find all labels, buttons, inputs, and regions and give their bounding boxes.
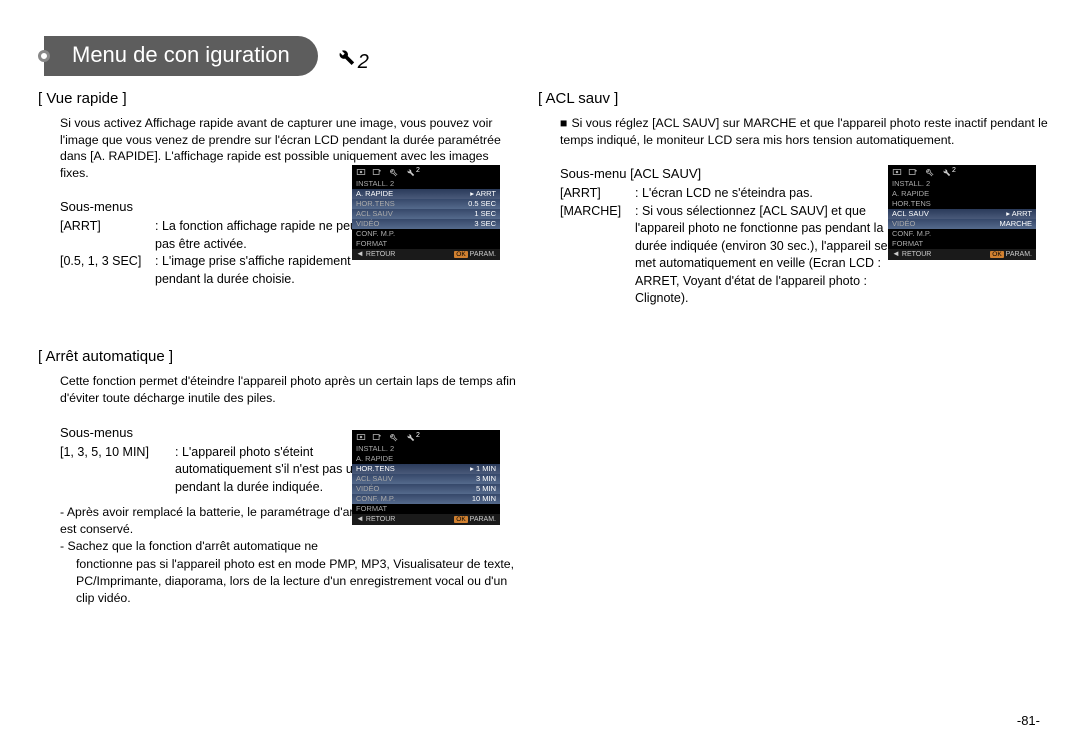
camera-screen-2: 2INSTALL. 2A. RAPIDEHOR.TENS▸ 1 MINACL S… [352, 430, 500, 525]
def-term: [ARRT] [560, 185, 635, 203]
page-title: Menu de con iguration [44, 36, 318, 76]
def-desc: : L'appareil photo s'éteint automatiquem… [175, 444, 380, 497]
def-row: [ARRT] : La fonction affichage rapide ne… [60, 218, 380, 253]
camera-screen-3: 2INSTALL. 2A. RAPIDEHOR.TENSACL SAUV▸ AR… [888, 165, 1036, 260]
title-subscript: 2 [358, 51, 369, 74]
def-desc: : L'image prise s'affiche rapidement pen… [155, 253, 380, 288]
acl-sauv-title: [ ACL sauv ] [538, 90, 1048, 107]
acl-sauv-desc: ■Si vous réglez [ACL SAUV] sur MARCHE et… [560, 115, 1048, 148]
def-row: [MARCHE] : Si vous sélectionnez [ACL SAU… [560, 203, 890, 308]
note-text: fonctionne pas si l'appareil photo est e… [76, 556, 518, 608]
def-term: [ARRT] [60, 218, 155, 253]
bullet-icon: ■ [560, 116, 567, 130]
note1: - Après avoir remplacé la batterie, le p… [60, 505, 368, 536]
def-desc: : L'écran LCD ne s'éteindra pas. [635, 185, 890, 203]
camera-screen-1: 2INSTALL. 2A. RAPIDE▸ ARRTHOR.TENS0.5 SE… [352, 165, 500, 260]
def-row: [ARRT] : L'écran LCD ne s'éteindra pas. [560, 185, 890, 203]
title-bar: Menu de con iguration 2 [38, 35, 369, 77]
def-row: [1, 3, 5, 10 MIN] : L'appareil photo s'é… [60, 444, 380, 497]
def-term: [0.5, 1, 3 SEC] [60, 253, 155, 288]
note2b: fonctionne pas si l'appareil photo est e… [76, 557, 514, 605]
def-desc: : Si vous sélectionnez [ACL SAUV] et que… [635, 203, 890, 308]
note-text: - Sachez que la fonction d'arrêt automat… [60, 538, 518, 555]
def-term: [1, 3, 5, 10 MIN] [60, 444, 175, 497]
note2a: - Sachez que la fonction d'arrêt automat… [60, 539, 318, 553]
wrench-icon: 2 [334, 45, 369, 68]
page-number: -81- [1017, 713, 1040, 728]
def-desc: : La fonction affichage rapide ne peut p… [155, 218, 380, 253]
vue-rapide-title: [ Vue rapide ] [38, 90, 518, 107]
note-text: - Après avoir remplacé la batterie, le p… [60, 504, 370, 538]
def-row: [0.5, 1, 3 SEC] : L'image prise s'affich… [60, 253, 380, 288]
arret-auto-title: [ Arrêt automatique ] [38, 348, 518, 365]
arret-auto-desc: Cette fonction permet d'éteindre l'appar… [60, 373, 518, 406]
acl-sauv-text: Si vous réglez [ACL SAUV] sur MARCHE et … [560, 116, 1048, 147]
def-term: [MARCHE] [560, 203, 635, 308]
title-bullet [38, 50, 50, 62]
